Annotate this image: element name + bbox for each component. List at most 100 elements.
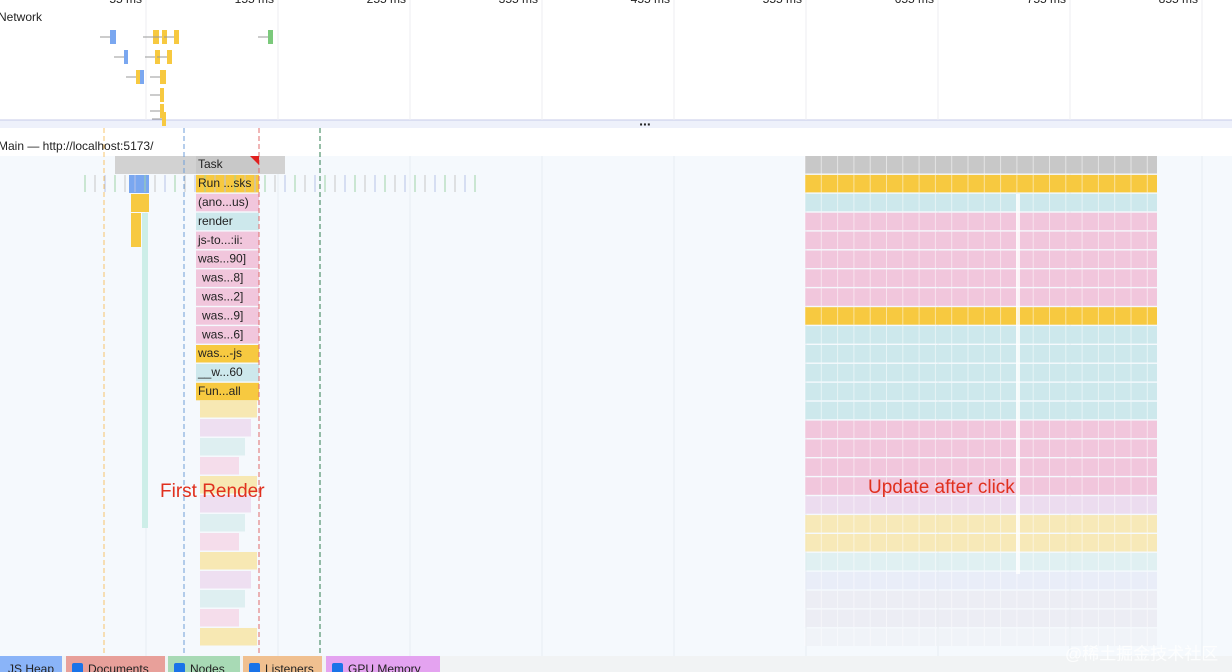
main-label: Main — http://localhost:5173/ — [0, 139, 154, 153]
flame-bar — [200, 495, 251, 513]
checkbox[interactable] — [72, 663, 83, 672]
flame-bar — [805, 477, 1157, 495]
flame-bar — [200, 552, 257, 570]
flame-label: Task — [198, 157, 224, 171]
flame-bar — [196, 307, 259, 325]
flame-bar — [196, 269, 259, 287]
flame-bar — [129, 175, 149, 193]
checkbox-tab[interactable] — [326, 656, 440, 672]
checkbox-label[interactable]: Nodes — [190, 662, 225, 672]
network-request — [136, 70, 140, 84]
flame-bar — [196, 363, 259, 382]
network-request — [162, 112, 166, 126]
flame-label: was...2] — [201, 289, 243, 303]
flame-labels: Task Run ...sks (ano...us) render js-to...:i… — [197, 156, 259, 398]
flame-bar — [196, 382, 259, 401]
ruler-label: 155 ms — [235, 0, 274, 6]
network-request — [124, 50, 128, 64]
flame-bar — [200, 533, 239, 551]
flame-bar — [131, 194, 149, 212]
flame-bar — [805, 401, 1157, 420]
main-header — [0, 136, 1232, 156]
network-request — [167, 50, 172, 64]
checkbox-label[interactable]: Listeners — [265, 662, 314, 672]
flame-bar — [200, 514, 245, 532]
footer: JS Heap Documents Nodes Listeners GPU Memory — [0, 656, 1232, 672]
flame-label: was...90] — [197, 252, 246, 266]
annotation: Update after click — [868, 477, 1015, 498]
flame-label: render — [198, 214, 233, 228]
ruler-label: 855 ms — [1159, 0, 1198, 6]
flame-bar — [805, 496, 1157, 514]
flame-bar — [196, 156, 259, 174]
flame-bar — [805, 269, 1157, 287]
flame-bar — [131, 213, 141, 247]
divider — [0, 120, 1232, 128]
flame-bar — [805, 590, 1157, 609]
ruler-label: 555 ms — [763, 0, 802, 6]
watermark: @稀土掘金技术社区 — [1065, 644, 1218, 663]
network-request — [140, 70, 144, 84]
flame-bar — [805, 326, 1157, 344]
flame-bar — [200, 419, 251, 437]
flame-bar — [200, 571, 251, 589]
checkbox-tab[interactable] — [0, 656, 62, 672]
network-request — [268, 30, 273, 44]
flame-label: was...9] — [201, 308, 243, 322]
flame-bar — [805, 156, 1157, 174]
ruler-label: 355 ms — [499, 0, 538, 6]
ruler-label: 755 ms — [1027, 0, 1066, 6]
flame-bar — [200, 476, 257, 494]
flame-bar — [805, 363, 1157, 382]
flame-bar — [805, 250, 1157, 268]
flame-label: Fun...all — [198, 384, 241, 398]
flame-bar — [805, 174, 1157, 193]
checkbox-tab[interactable] — [66, 656, 165, 672]
checkbox[interactable] — [174, 663, 185, 672]
flame-bar — [200, 438, 245, 456]
flame-label: __w...60 — [197, 365, 243, 379]
flame-bar — [805, 420, 1157, 439]
flame-bar — [805, 609, 1157, 628]
flame-bar — [805, 628, 1157, 646]
flame-label: was...-js — [197, 346, 242, 360]
network-area — [0, 0, 1232, 120]
checkbox[interactable] — [249, 663, 260, 672]
flame-bar — [805, 458, 1157, 476]
checkbox-label[interactable]: GPU Memory — [348, 662, 421, 672]
flame-bar — [200, 457, 239, 475]
network-request — [110, 30, 116, 44]
checkbox-tab[interactable] — [168, 656, 240, 672]
flame-bar — [142, 213, 148, 528]
network-request — [160, 104, 164, 118]
checkbox-label[interactable]: JS Heap — [8, 662, 54, 672]
flame-bar — [196, 326, 259, 344]
annotation: First Render — [160, 481, 265, 502]
flame-bar — [196, 250, 259, 268]
checkbox-label[interactable]: Documents — [88, 662, 149, 672]
flame-gap — [1016, 194, 1020, 574]
flame-label: js-to...:ii: — [197, 233, 243, 247]
ruler-label: 455 ms — [631, 0, 670, 6]
flame-bar — [805, 193, 1157, 212]
flame-bar — [805, 534, 1157, 552]
checkbox[interactable] — [332, 663, 343, 672]
flame-bar — [805, 345, 1157, 363]
flame-bar — [805, 288, 1157, 306]
network-request — [174, 30, 179, 44]
flame-label: (ano...us) — [198, 195, 249, 209]
flame-bar — [805, 515, 1157, 533]
flame-label: was...8] — [201, 271, 243, 285]
flame-bar — [196, 193, 259, 212]
checkbox-tab[interactable] — [243, 656, 322, 672]
flame-bar — [196, 212, 259, 231]
divider-handle: ... — [639, 113, 651, 129]
ruler-label: 255 ms — [367, 0, 406, 6]
flame-bar — [200, 609, 239, 627]
flame-bar — [196, 174, 259, 193]
flame-label: Run ...sks — [198, 176, 251, 190]
network-request — [160, 70, 166, 84]
flame-bar — [805, 439, 1157, 457]
